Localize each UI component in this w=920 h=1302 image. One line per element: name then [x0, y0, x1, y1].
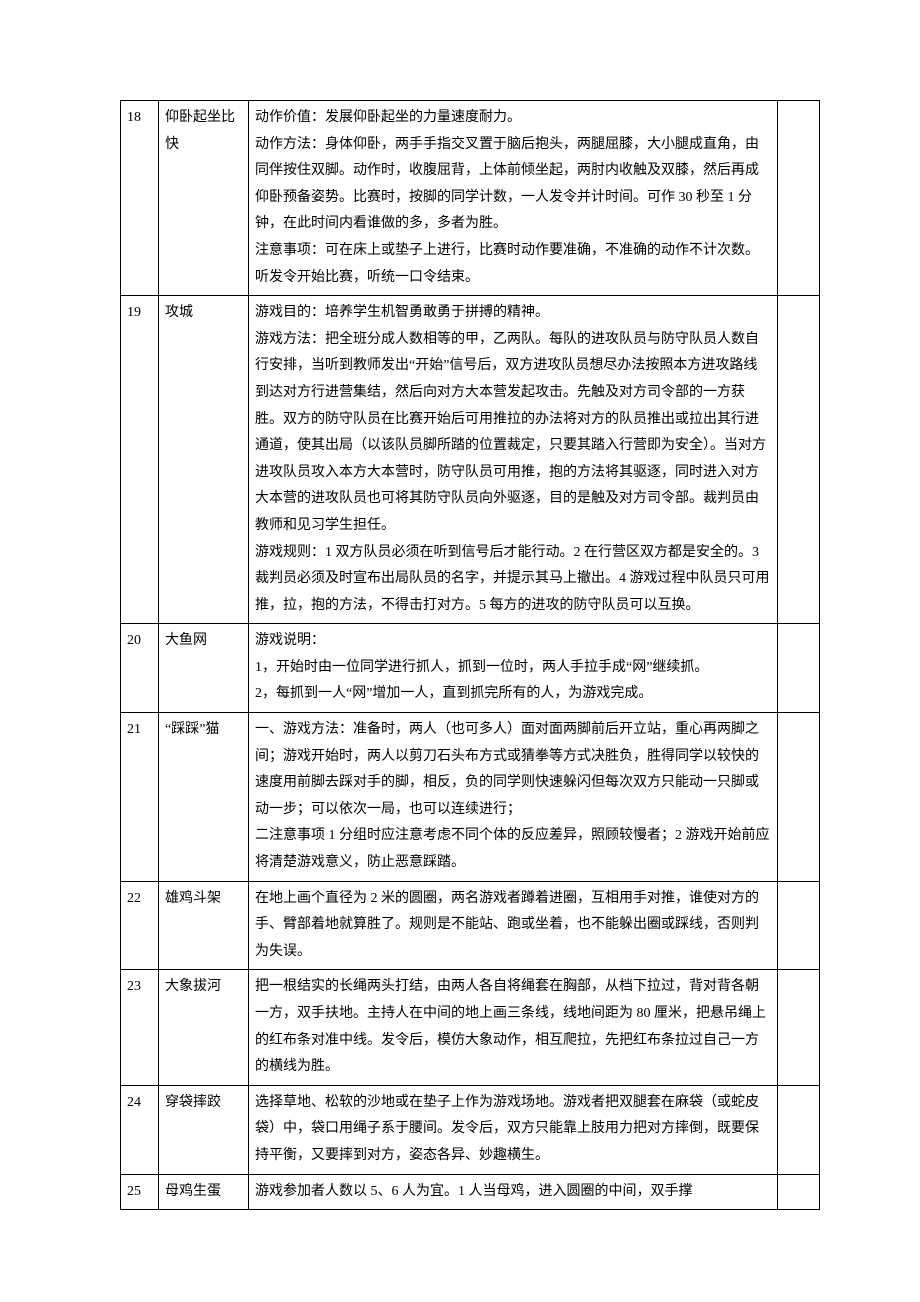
- row-number: 19: [121, 296, 159, 624]
- table-row: 20大鱼网游戏说明：1，开始时由一位同学进行抓人，抓到一位时，两人手拉手成“网”…: [121, 624, 820, 713]
- extra-cell: [778, 1085, 820, 1174]
- game-name: 母鸡生蛋: [159, 1174, 249, 1210]
- extra-cell: [778, 296, 820, 624]
- table-row: 18仰卧起坐比快动作价值：发展仰卧起坐的力量速度耐力。动作方法：身体仰卧，两手手…: [121, 101, 820, 296]
- row-number: 23: [121, 970, 159, 1085]
- extra-cell: [778, 713, 820, 882]
- row-number: 24: [121, 1085, 159, 1174]
- game-name: 雄鸡斗架: [159, 881, 249, 970]
- table-row: 21“踩踩”猫一、游戏方法：准备时，两人（也可多人）面对面两脚前后开立站，重心再…: [121, 713, 820, 882]
- game-description: 在地上画个直径为 2 米的圆圈，两名游戏者蹲着进圈，互相用手对推，谁使对方的手、…: [249, 881, 778, 970]
- game-description: 游戏目的：培养学生机智勇敢勇于拼搏的精神。游戏方法：把全班分成人数相等的甲，乙两…: [249, 296, 778, 624]
- game-description: 动作价值：发展仰卧起坐的力量速度耐力。动作方法：身体仰卧，两手手指交叉置于脑后抱…: [249, 101, 778, 296]
- row-number: 20: [121, 624, 159, 713]
- row-number: 21: [121, 713, 159, 882]
- extra-cell: [778, 881, 820, 970]
- game-description: 游戏参加者人数以 5、6 人为宜。1 人当母鸡，进入圆圈的中间，双手撑: [249, 1174, 778, 1210]
- game-name: 大鱼网: [159, 624, 249, 713]
- row-number: 25: [121, 1174, 159, 1210]
- game-description: 游戏说明：1，开始时由一位同学进行抓人，抓到一位时，两人手拉手成“网”继续抓。2…: [249, 624, 778, 713]
- game-description: 一、游戏方法：准备时，两人（也可多人）面对面两脚前后开立站，重心再两脚之间；游戏…: [249, 713, 778, 882]
- game-description: 选择草地、松软的沙地或在垫子上作为游戏场地。游戏者把双腿套在麻袋（或蛇皮袋）中，…: [249, 1085, 778, 1174]
- extra-cell: [778, 624, 820, 713]
- row-number: 18: [121, 101, 159, 296]
- game-name: “踩踩”猫: [159, 713, 249, 882]
- table-row: 22雄鸡斗架在地上画个直径为 2 米的圆圈，两名游戏者蹲着进圈，互相用手对推，谁…: [121, 881, 820, 970]
- table-row: 25母鸡生蛋游戏参加者人数以 5、6 人为宜。1 人当母鸡，进入圆圈的中间，双手…: [121, 1174, 820, 1210]
- game-name: 攻城: [159, 296, 249, 624]
- game-description: 把一根结实的长绳两头打结，由两人各自将绳套在胸部，从档下拉过，背对背各朝一方，双…: [249, 970, 778, 1085]
- extra-cell: [778, 101, 820, 296]
- extra-cell: [778, 970, 820, 1085]
- game-name: 穿袋摔跤: [159, 1085, 249, 1174]
- game-name: 大象拔河: [159, 970, 249, 1085]
- game-name: 仰卧起坐比快: [159, 101, 249, 296]
- games-table: 18仰卧起坐比快动作价值：发展仰卧起坐的力量速度耐力。动作方法：身体仰卧，两手手…: [120, 100, 820, 1210]
- extra-cell: [778, 1174, 820, 1210]
- table-row: 24穿袋摔跤选择草地、松软的沙地或在垫子上作为游戏场地。游戏者把双腿套在麻袋（或…: [121, 1085, 820, 1174]
- table-row: 23大象拔河把一根结实的长绳两头打结，由两人各自将绳套在胸部，从档下拉过，背对背…: [121, 970, 820, 1085]
- table-body: 18仰卧起坐比快动作价值：发展仰卧起坐的力量速度耐力。动作方法：身体仰卧，两手手…: [121, 101, 820, 1210]
- row-number: 22: [121, 881, 159, 970]
- table-row: 19攻城游戏目的：培养学生机智勇敢勇于拼搏的精神。游戏方法：把全班分成人数相等的…: [121, 296, 820, 624]
- document-page: 18仰卧起坐比快动作价值：发展仰卧起坐的力量速度耐力。动作方法：身体仰卧，两手手…: [0, 0, 920, 1270]
